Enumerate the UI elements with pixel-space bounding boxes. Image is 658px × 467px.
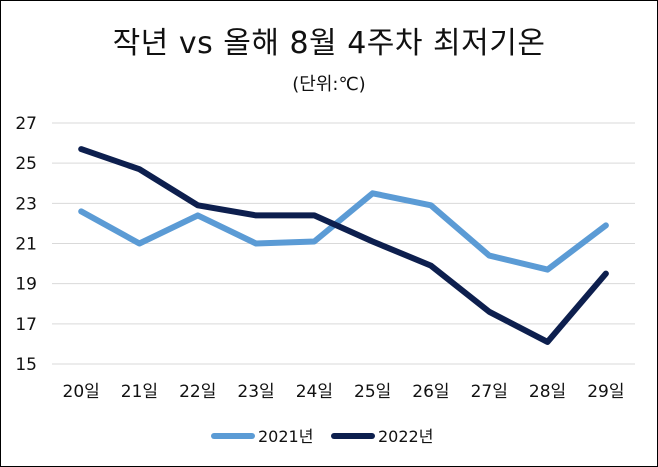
y-tick-label: 27 [15, 114, 37, 134]
data-point [546, 340, 549, 343]
series-line-1 [78, 190, 609, 273]
x-tick-label: 20일 [63, 382, 100, 402]
y-axis: 15 17 19 21 23 25 27 [15, 114, 37, 375]
data-point [488, 310, 491, 313]
x-tick-label: 26일 [412, 382, 449, 402]
data-point [80, 210, 83, 213]
data-point [604, 272, 607, 275]
data-point [313, 214, 316, 217]
x-axis: 20일 21일 22일 23일 24일 25일 26일 27일 28일 29일 [63, 382, 625, 402]
x-tick-label: 24일 [296, 382, 333, 402]
x-tick-label: 23일 [237, 382, 274, 402]
data-point [313, 240, 316, 243]
data-point [255, 214, 258, 217]
chart-subtitle: (단위:℃) [292, 74, 366, 95]
data-point [138, 168, 141, 171]
y-tick-label: 19 [15, 275, 37, 295]
x-tick-label: 28일 [529, 382, 566, 402]
data-point [196, 204, 199, 207]
data-point [546, 268, 549, 271]
data-point [138, 242, 141, 245]
data-point [255, 242, 258, 245]
x-tick-label: 29일 [587, 382, 624, 402]
legend-label-1: 2021년 [258, 427, 313, 446]
gridlines [52, 122, 635, 365]
series-line-2 [78, 146, 609, 345]
data-point [429, 204, 432, 207]
data-point [488, 254, 491, 257]
y-tick-label: 25 [15, 154, 37, 174]
data-point [429, 264, 432, 267]
x-tick-label: 27일 [471, 382, 508, 402]
legend: 2021년 2022년 [211, 427, 433, 446]
data-point [371, 240, 374, 243]
data-point [604, 224, 607, 227]
chart-title: 작년 vs 올해 8월 4주차 최저기온 [112, 26, 546, 61]
x-tick-label: 22일 [179, 382, 216, 402]
data-point [196, 214, 199, 217]
y-tick-label: 21 [15, 235, 37, 255]
y-tick-label: 17 [15, 315, 37, 335]
legend-label-2: 2022년 [378, 427, 433, 446]
x-tick-label: 25일 [354, 382, 391, 402]
data-point [371, 192, 374, 195]
x-tick-label: 21일 [121, 382, 158, 402]
series-lines [78, 146, 609, 345]
y-tick-label: 15 [15, 355, 37, 375]
y-tick-label: 23 [15, 194, 37, 214]
data-point [80, 148, 83, 151]
